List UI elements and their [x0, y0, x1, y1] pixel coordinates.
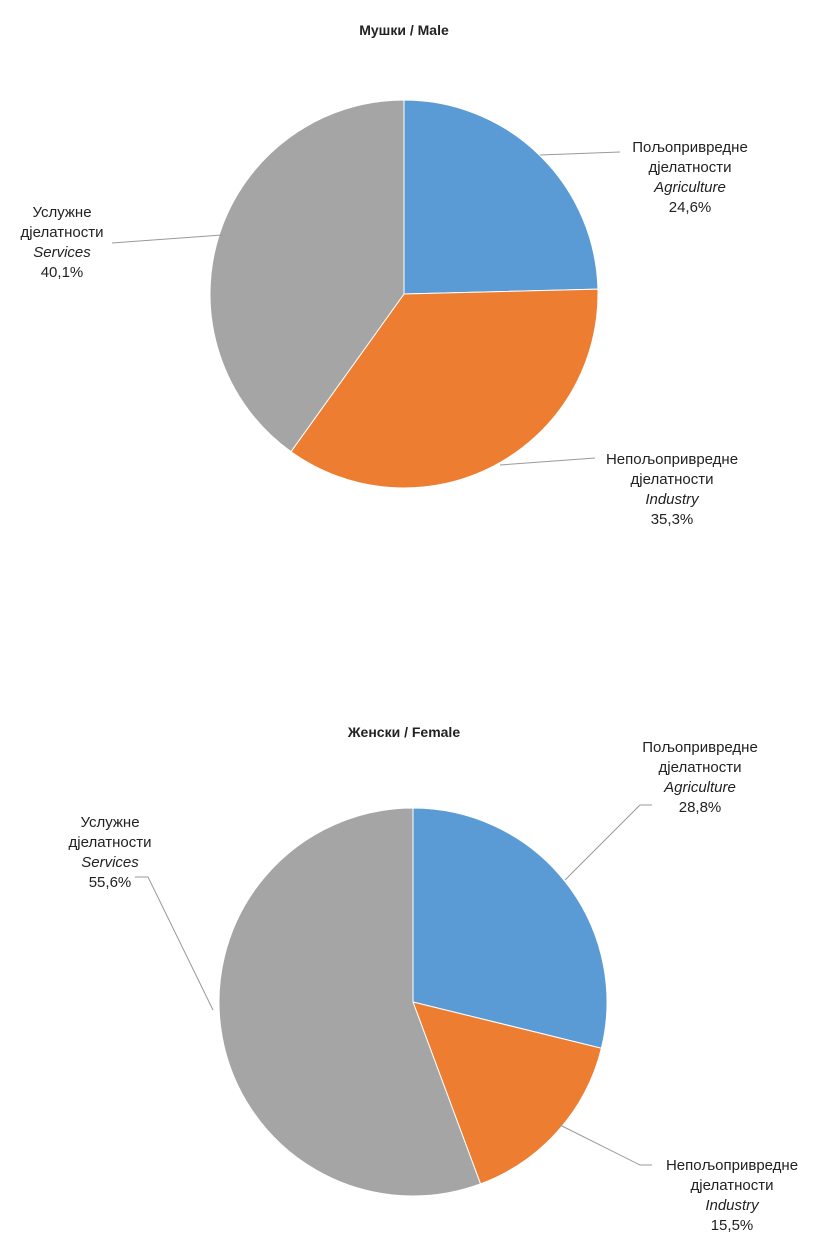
data-label: Услужне дјелатности Services 55,6%: [69, 813, 152, 893]
data-label: Непољопривредне дјелатности Industry 15,5%: [666, 1156, 798, 1236]
value-label: 35,3%: [650, 511, 694, 528]
data-label: Пољопривредне дјелатности Agriculture 24,6…: [632, 138, 748, 218]
data-label: Услужне дјелатности Services 40,1%: [21, 203, 104, 283]
category-label: Непољопривредне дјелатности: [605, 451, 739, 488]
category-label-en: Agriculture: [654, 179, 726, 196]
chart-title: Мушки / Male: [359, 22, 449, 38]
chart-title: Женски / Female: [347, 724, 461, 740]
category-label: Непољопривредне дјелатности: [665, 1157, 799, 1194]
leader-line: [564, 804, 652, 881]
category-label-en: Agriculture: [664, 779, 736, 796]
leader-line: [135, 876, 214, 1011]
category-label: Пољопривредне дјелатности: [632, 139, 748, 176]
category-label: Услужне дјелатности: [20, 204, 104, 241]
value-label: 15,5%: [710, 1217, 754, 1234]
pie-slice: [209, 99, 405, 453]
value-label: 24,6%: [668, 199, 712, 216]
category-label-en: Services: [81, 854, 139, 871]
category-label-en: Industry: [645, 491, 699, 508]
leader-line: [559, 1124, 652, 1166]
pie-slice: [412, 807, 608, 1049]
pie-slice: [218, 807, 482, 1197]
value-label: 40,1%: [40, 264, 84, 281]
leader-line: [111, 234, 223, 244]
pie-slice: [412, 1001, 603, 1185]
data-label: Пољопривредне дјелатности Agriculture 28,8…: [642, 738, 758, 818]
data-label: Непољопривредне дјелатности Industry 35,3%: [606, 450, 738, 530]
pie-slice: [403, 99, 599, 295]
leader-line: [539, 151, 621, 156]
value-label: 55,6%: [88, 874, 132, 891]
value-label: 28,8%: [678, 799, 722, 816]
category-label: Пољопривредне дјелатности: [642, 739, 758, 776]
category-label-en: Services: [33, 244, 91, 261]
category-label-en: Industry: [705, 1197, 759, 1214]
category-label: Услужне дјелатности: [68, 814, 152, 851]
leader-line: [499, 457, 596, 466]
pie-slice: [290, 288, 599, 489]
